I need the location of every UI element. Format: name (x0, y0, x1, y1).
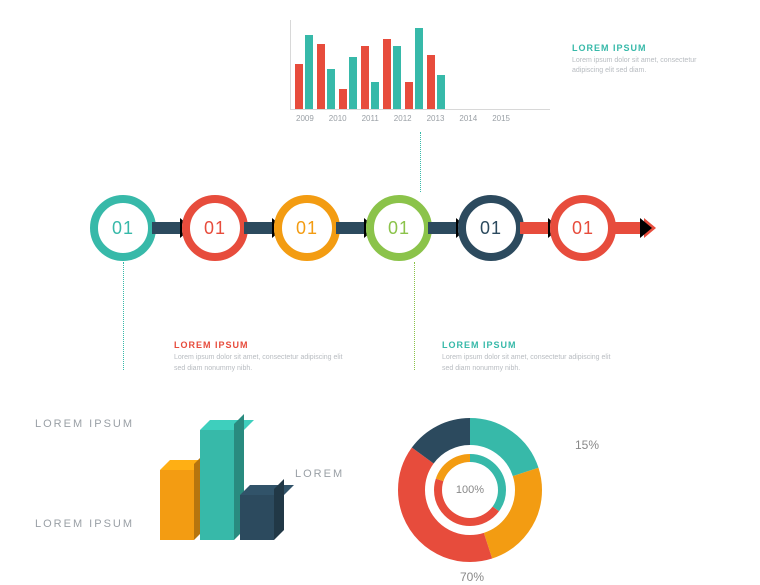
top-chart-bar (349, 57, 357, 109)
bars-3d (160, 410, 280, 540)
top-chart-bar (339, 89, 347, 109)
text-box-left: LOREM IPSUM Lorem ipsum dolor sit amet, … (162, 330, 357, 388)
top-legend-box: LOREM IPSUM Lorem ipsum dolor sit amet, … (562, 35, 727, 95)
bar3d-label: LOREM (295, 468, 344, 480)
top-legend-body: Lorem ipsum dolor sit amet, consectetur … (572, 56, 717, 76)
bar3d (200, 430, 234, 540)
text-box-left-title: LOREM IPSUM (174, 340, 345, 350)
timeline-step: 01 (182, 195, 248, 261)
top-chart-bar (393, 46, 401, 109)
bar3d (160, 470, 194, 540)
timeline-connector (612, 222, 646, 234)
top-chart-bar (305, 35, 313, 109)
top-chart-xlabel: 2009 (296, 114, 314, 123)
top-chart-xlabel: 2010 (329, 114, 347, 123)
top-chart-bar (427, 55, 435, 109)
donut-center-label: 100% (442, 462, 498, 518)
donut-callout: 70% (460, 570, 484, 584)
bar3d (240, 495, 274, 540)
top-chart-bar (371, 82, 379, 109)
donut-callout: 15% (575, 438, 599, 452)
timeline-connector (336, 222, 370, 234)
text-box-right: LOREM IPSUM Lorem ipsum dolor sit amet, … (430, 330, 625, 388)
text-box-right-title: LOREM IPSUM (442, 340, 613, 350)
top-chart-bar (317, 44, 325, 109)
top-chart-xlabel: 2013 (427, 114, 445, 123)
top-chart-bar (405, 82, 413, 109)
timeline: 01 01 01 01 01 01 (90, 195, 642, 261)
top-bar-chart: 2009 2010 2011 2012 2013 2014 2015 (290, 20, 550, 130)
top-chart-bar (327, 69, 335, 110)
infographic-canvas: 2009 2010 2011 2012 2013 2014 2015 LOREM IPSUM… (0, 0, 760, 580)
top-chart-xlabel: 2012 (394, 114, 412, 123)
top-chart-bar (383, 39, 391, 109)
text-box-left-body: Lorem ipsum dolor sit amet, consectetur … (174, 353, 345, 374)
timeline-step: 01 (458, 195, 524, 261)
text-box-right-body: Lorem ipsum dolor sit amet, consectetur … (442, 353, 613, 374)
top-chart-xlabel: 2011 (362, 114, 379, 123)
connector-dotted-top (420, 132, 421, 192)
timeline-step: 01 (274, 195, 340, 261)
timeline-step: 01 (366, 195, 432, 261)
bar3d-label: LOREM IPSUM (35, 418, 134, 430)
connector-dotted-left (123, 262, 124, 370)
top-chart-xlabel: 2015 (492, 114, 510, 123)
timeline-step: 01 (550, 195, 616, 261)
timeline-connector (520, 222, 554, 234)
timeline-connector (428, 222, 462, 234)
top-chart-xlabel: 2014 (459, 114, 477, 123)
top-chart-bar (415, 28, 423, 109)
timeline-step: 01 (90, 195, 156, 261)
top-chart-bar (437, 75, 445, 109)
connector-dotted-right (414, 262, 415, 370)
bar3d-label: LOREM IPSUM (35, 518, 134, 530)
top-legend-title: LOREM IPSUM (572, 43, 717, 53)
top-chart-bar (295, 64, 303, 109)
top-chart-bar (361, 46, 369, 109)
donut-chart: 100% (380, 400, 560, 580)
timeline-connector (152, 222, 186, 234)
timeline-connector (244, 222, 278, 234)
